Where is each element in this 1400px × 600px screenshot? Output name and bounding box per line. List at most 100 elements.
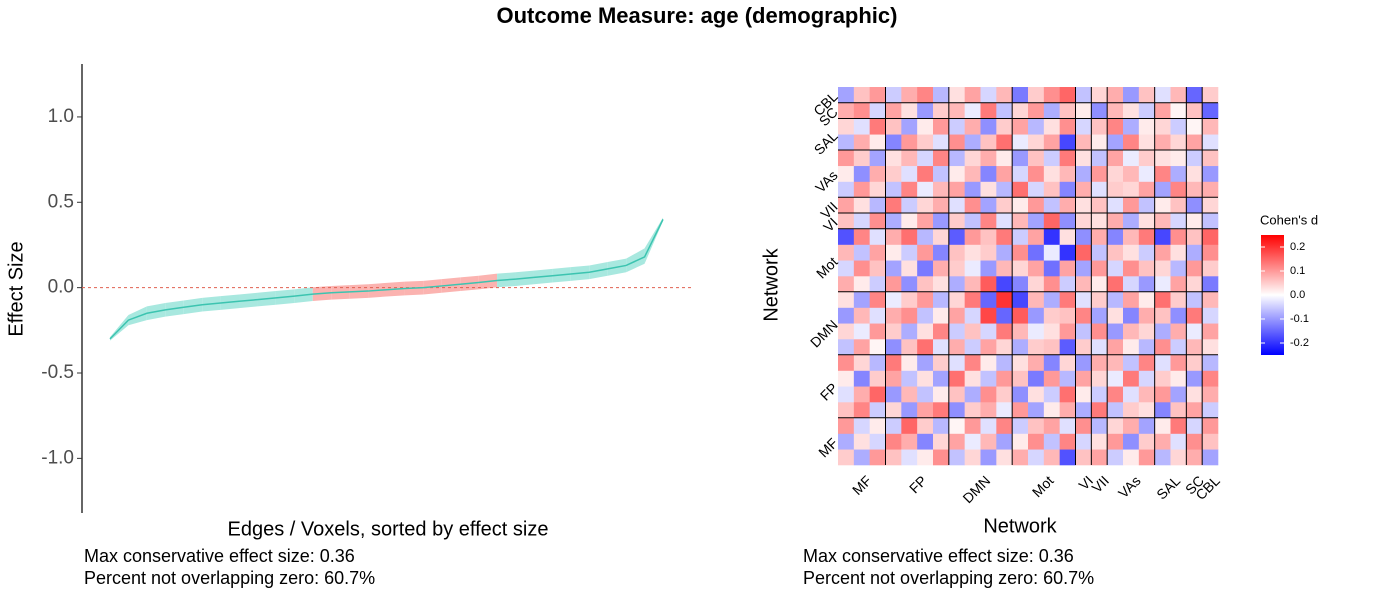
heatmap-cell <box>869 244 886 261</box>
heatmap-cell <box>1043 449 1060 466</box>
heatmap-cell <box>1075 260 1092 277</box>
heatmap-cell <box>1123 354 1140 371</box>
heatmap-cell <box>917 417 934 434</box>
heatmap-cell <box>1012 291 1029 308</box>
heatmap-cell <box>917 386 934 403</box>
heatmap-cell <box>1012 307 1029 324</box>
heatmap-cell <box>996 102 1013 119</box>
heatmap-cell <box>1059 339 1076 356</box>
heatmap-cell <box>869 307 886 324</box>
heatmap-cell <box>869 323 886 340</box>
heatmap-cell <box>964 150 981 167</box>
heatmap-cell <box>1123 291 1140 308</box>
heatmap-cell <box>901 354 918 371</box>
heatmap-cell <box>1043 276 1060 293</box>
heatmap-cell <box>1154 291 1171 308</box>
heatmap-cell <box>869 197 886 214</box>
heatmap-cell <box>885 370 902 387</box>
heatmap-cell <box>1028 134 1045 151</box>
heatmap-cell <box>964 181 981 198</box>
heatmap-cell <box>1202 181 1219 198</box>
heatmap-cell <box>1123 307 1140 324</box>
heatmap-cell <box>1075 449 1092 466</box>
heatmap-cell <box>1138 228 1155 245</box>
heatmap-cell <box>1154 165 1171 182</box>
heatmap-cell <box>917 354 934 371</box>
heatmap-cell <box>980 260 997 277</box>
heatmap-cell <box>1123 87 1140 104</box>
heatmap-cell <box>1012 197 1029 214</box>
heatmap-cell <box>1107 87 1124 104</box>
heatmap-cell <box>869 291 886 308</box>
heatmap-cell <box>853 260 870 277</box>
heatmap-cell <box>901 449 918 466</box>
heatmap-cell <box>1028 276 1045 293</box>
annotation: Max conservative effect size: 0.36 <box>84 546 355 566</box>
heatmap-cell <box>1043 291 1060 308</box>
heatmap-cell <box>948 197 965 214</box>
heatmap-cell <box>1123 339 1140 356</box>
heatmap-cell <box>948 260 965 277</box>
heatmap-cell <box>1170 386 1187 403</box>
heatmap-cell <box>1186 307 1203 324</box>
heatmap-cell <box>885 181 902 198</box>
heatmap-cell <box>1028 449 1045 466</box>
heatmap-cell <box>838 181 855 198</box>
heatmap-cell <box>1154 102 1171 119</box>
heatmap-cell <box>838 244 855 261</box>
heatmap-cell <box>1028 181 1045 198</box>
heatmap-cell <box>1202 386 1219 403</box>
heatmap-cell <box>948 276 965 293</box>
x-axis-label: Edges / Voxels, sorted by effect size <box>228 518 549 540</box>
heatmap-cell <box>948 323 965 340</box>
heatmap-cell <box>901 276 918 293</box>
heatmap-cell <box>1186 417 1203 434</box>
heatmap-cell <box>1138 87 1155 104</box>
heatmap-cell <box>996 197 1013 214</box>
heatmap-cell <box>1043 165 1060 182</box>
heatmap-cell <box>933 291 950 308</box>
heatmap-cell <box>933 449 950 466</box>
heatmap-cell <box>964 323 981 340</box>
heatmap-cell <box>1043 150 1060 167</box>
heatmap-cell <box>980 244 997 261</box>
heatmap-cell <box>1043 323 1060 340</box>
heatmap-cell <box>1138 150 1155 167</box>
heatmap-cell <box>996 323 1013 340</box>
heatmap-cell <box>885 417 902 434</box>
colorbar-label: -0.2 <box>1290 337 1309 349</box>
heatmap-cell <box>853 102 870 119</box>
heatmap-cell <box>1170 339 1187 356</box>
heatmap-cell <box>1059 402 1076 419</box>
heatmap-cell <box>933 165 950 182</box>
heatmap-cell <box>1075 386 1092 403</box>
heatmap-cell <box>996 291 1013 308</box>
heatmap-cell <box>917 228 934 245</box>
heatmap-cell <box>996 260 1013 277</box>
heatmap-cell <box>1075 197 1092 214</box>
heatmap-cell <box>853 339 870 356</box>
heatmap-cell <box>1154 323 1171 340</box>
heatmap-cell <box>917 449 934 466</box>
heatmap-cell <box>980 197 997 214</box>
heatmap-cell <box>980 87 997 104</box>
heatmap-cell <box>933 260 950 277</box>
heatmap-cell <box>1043 386 1060 403</box>
heatmap-cell <box>853 402 870 419</box>
heatmap-cell <box>1028 370 1045 387</box>
heatmap-cell <box>901 102 918 119</box>
heatmap-cell <box>1091 291 1108 308</box>
heatmap-cell <box>1107 213 1124 230</box>
heatmap-cell <box>1043 244 1060 261</box>
heatmap-cell <box>964 228 981 245</box>
heatmap-cell <box>980 370 997 387</box>
y-tick-label: -0.5 <box>41 362 74 383</box>
heatmap-cell <box>980 339 997 356</box>
heatmap-cell <box>853 134 870 151</box>
heatmap-cell <box>1012 417 1029 434</box>
heatmap-cell <box>1138 213 1155 230</box>
heatmap-cell <box>1107 370 1124 387</box>
annotation: Percent not overlapping zero: 60.7% <box>803 568 1094 588</box>
heatmap-cell <box>980 276 997 293</box>
heatmap-cell <box>901 291 918 308</box>
